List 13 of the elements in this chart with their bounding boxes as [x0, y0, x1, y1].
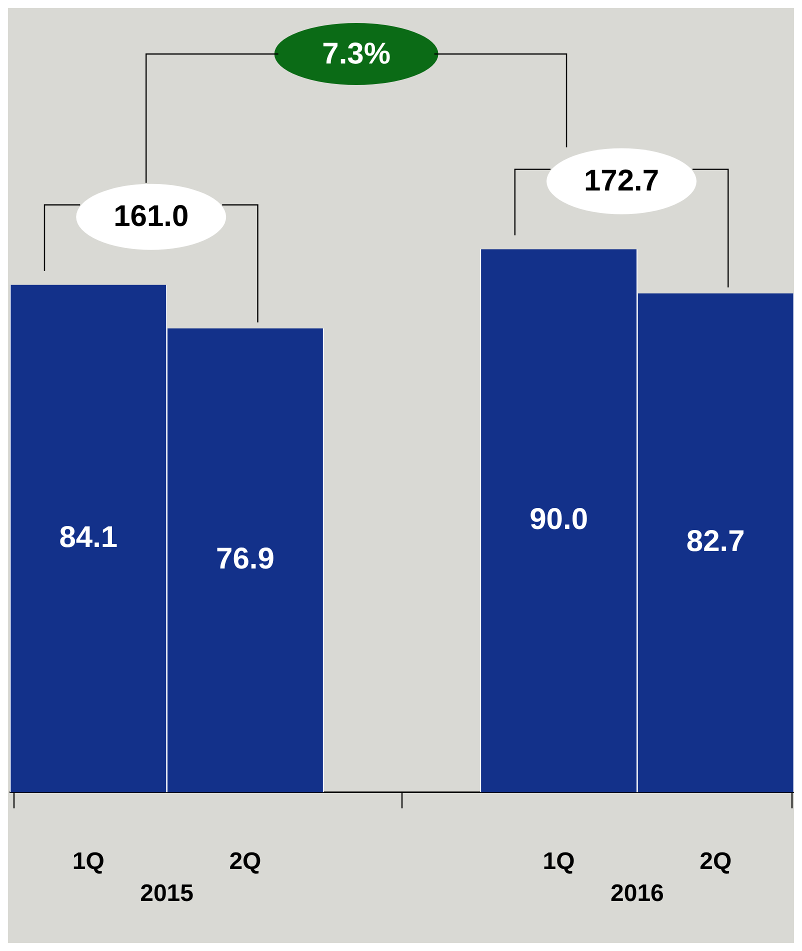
annotation: 161.0 [114, 200, 189, 234]
data-label: 82.7 [686, 525, 745, 558]
data-label: 84.1 [59, 520, 118, 554]
annotation: 172.7 [584, 164, 660, 198]
x-tick-label: 1Q [542, 848, 575, 876]
x-tick-label: 2Q [229, 848, 262, 876]
x-tick-label: 2Q [700, 848, 732, 876]
text: 2016 [610, 880, 664, 907]
text: 2015 [140, 880, 194, 907]
data-label: 90.0 [530, 503, 588, 536]
data-label: 76.9 [216, 542, 274, 576]
annotation: 7.3% [322, 37, 391, 70]
x-tick-label: 1Q [72, 848, 104, 876]
